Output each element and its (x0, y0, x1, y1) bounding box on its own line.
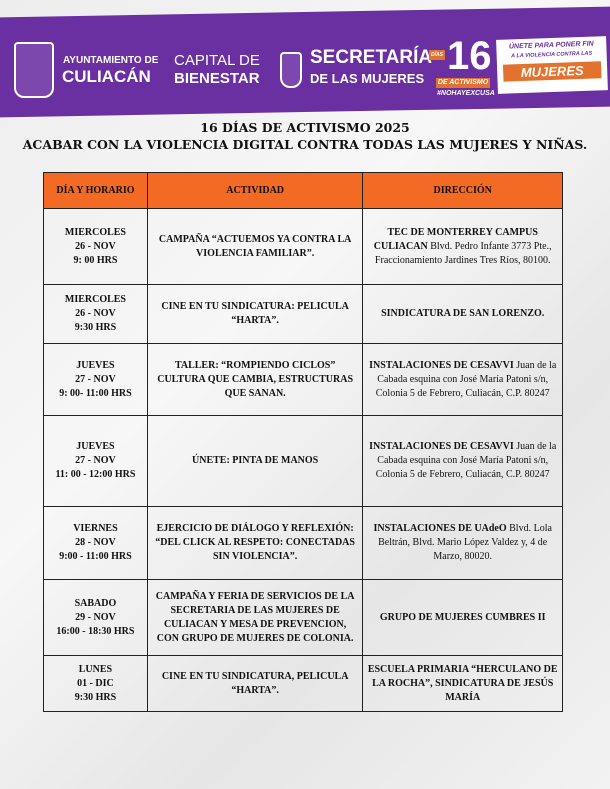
day: VIERNES (73, 523, 118, 534)
org2-line2: DE LAS MUJERES (310, 71, 425, 86)
day-time-cell: MIERCOLES 26 - NOV 9: 00 HRS (43, 208, 148, 285)
date: 29 - NOV (75, 611, 116, 623)
activity-cell: CAMPAÑA Y FERIA DE SERVICIOS DE LA SECRE… (146, 579, 364, 656)
date: 26 - NOV (75, 308, 116, 319)
header-day: DÍA Y HORARIO (43, 172, 148, 209)
badge-activismo: DE ACTIVISMO (436, 78, 490, 88)
day: MIERCOLES (64, 294, 126, 305)
time: 11: 00 - 12:00 HRS (55, 469, 136, 480)
address-bold: SINDICATURA DE SAN LORENZO. (381, 308, 545, 319)
table-row: MIERCOLES 26 - NOV 9:30 HRS CINE EN TU SIN… (43, 284, 563, 344)
day-time-cell: JUEVES 27 - NOV 11: 00 - 12:00 HRS (43, 415, 148, 507)
activity-cell: CAMPAÑA “ACTUEMOS YA CONTRA LA VIOLENCIA… (146, 208, 364, 285)
address-detail: Blvd. Pedro Infante 3773 Pte., Fracciona… (374, 240, 552, 266)
activity-cell: ÚNETE: PINTA DE MANOS (146, 415, 364, 507)
org1-line2: CULIACÁN (62, 67, 151, 86)
address-cell: INSTALACIONES DE CESAVVI Juan de la Caba… (362, 343, 563, 416)
date: 01 - DIC (77, 677, 114, 689)
slogan-line2: BIENESTAR (174, 70, 260, 87)
address-cell: INSTALACIONES DE CESAVVI Juan de la Caba… (362, 415, 563, 507)
time: 9:30 HRS (74, 322, 117, 333)
table-row: SABADO 29 - NOV 16:00 - 18:30 HRS CAMPAÑA … (43, 579, 563, 656)
address-cell: GRUPO DE MUJERES CUMBRES II (362, 579, 563, 656)
date: 28 - NOV (75, 537, 116, 548)
address-cell: ESCUELA PRIMARIA “HERCULANO DE LA ROCHA”… (362, 655, 563, 712)
address-bold: TEC DE MONTERREY CAMPUS CULIACAN (373, 226, 538, 252)
time: 9: 00 HRS (73, 254, 118, 266)
day-time-cell: MIERCOLES 26 - NOV 9:30 HRS (43, 284, 148, 344)
activity-cell: CINE EN TU SINDICATURA, PELICULA “HARTA”… (146, 655, 364, 712)
table-row: MIERCOLES 26 - NOV 9: 00 HRS CAMPAÑA “ACTU… (43, 208, 563, 285)
address-bold: GRUPO DE MUJERES CUMBRES II (379, 611, 546, 623)
time: 16:00 - 18:30 HRS (56, 625, 135, 637)
slogan-line1: CAPITAL DE (174, 52, 260, 69)
campaign-line3: MUJERES (502, 61, 602, 82)
badge-dias: DÍAS (429, 50, 445, 60)
day: JUEVES (76, 359, 115, 371)
header-activity: ACTIVIDAD (146, 172, 364, 209)
address-bold: INSTALACIONES DE CESAVVI (369, 359, 514, 371)
address-detail: Juan de la Cabada esquina con José María… (375, 441, 557, 480)
time: 9:00 - 11:00 HRS (59, 551, 132, 562)
date: 27 - NOV (75, 455, 116, 466)
table-row: JUEVES 27 - NOV 11: 00 - 12:00 HRS ÚNETE: … (43, 415, 563, 507)
address-cell: INSTALACIONES DE UAdeO Blvd. Lola Beltrá… (362, 506, 563, 580)
page-subtitle: ACABAR CON LA VIOLENCIA DIGITAL CONTRA T… (22, 137, 588, 152)
page-title: 16 DÍAS DE ACTIVISMO 2025 (200, 120, 410, 135)
day: MIERCOLES (64, 226, 126, 238)
date: 27 - NOV (75, 373, 116, 385)
address-cell: SINDICATURA DE SAN LORENZO. (362, 284, 563, 344)
address-cell: TEC DE MONTERREY CAMPUS CULIACAN Blvd. P… (362, 208, 563, 285)
day: LUNES (78, 663, 113, 675)
address-bold: ESCUELA PRIMARIA “HERCULANO DE LA ROCHA”… (367, 663, 558, 703)
time: 9:30 HRS (74, 691, 117, 703)
day: JUEVES (76, 441, 115, 452)
day-time-cell: VIERNES 28 - NOV 9:00 - 11:00 HRS (43, 506, 148, 580)
address-bold: INSTALACIONES DE UAdeO (373, 523, 507, 534)
badge-number: 16 (447, 34, 492, 78)
badge-hashtag: #NOHAYEXCUSA (437, 90, 495, 97)
day-time-cell: SABADO 29 - NOV 16:00 - 18:30 HRS (43, 579, 148, 656)
table-row: LUNES 01 - DIC 9:30 HRS CINE EN TU SINDICA… (43, 655, 563, 712)
day: SABADO (74, 597, 117, 609)
time: 9: 00- 11:00 HRS (59, 387, 132, 399)
address-detail: Blvd. Lola Beltrán, Blvd. Mario López Va… (378, 523, 552, 562)
org1-line1: AYUNTAMIENTO DE (63, 55, 159, 66)
day-time-cell: LUNES 01 - DIC 9:30 HRS (43, 655, 148, 712)
secretaria-emblem-icon (280, 52, 302, 88)
org2-line1: SECRETARÍA (310, 47, 433, 68)
campaign-sticker: ÚNETE PARA PONER FIN A LA VIOLENCIA CONT… (496, 36, 608, 94)
day-time-cell: JUEVES 27 - NOV 9: 00- 11:00 HRS (43, 343, 148, 416)
date: 26 - NOV (75, 240, 116, 252)
activity-cell: TALLER: “ROMPIENDO CICLOS” CULTURA QUE C… (146, 343, 364, 416)
table-row: JUEVES 27 - NOV 9: 00- 11:00 HRS TALLER: “… (43, 343, 563, 416)
activity-cell: CINE EN TU SINDICATURA: PELICULA “HARTA”… (146, 284, 364, 344)
page-titles: 16 DÍAS DE ACTIVISMO 2025 ACABAR CON LA … (0, 119, 610, 153)
address-detail: Juan de la Cabada esquina con José María… (375, 359, 557, 399)
table-header-row: DÍA Y HORARIO ACTIVIDAD DIRECCIÓN (43, 172, 563, 209)
culiacan-coat-of-arms-icon (14, 42, 54, 98)
schedule-table: DÍA Y HORARIO ACTIVIDAD DIRECCIÓN MIERCO… (43, 172, 563, 712)
activity-cell: EJERCICIO DE DIÁLOGO Y REFLEXIÓN: “DEL C… (146, 506, 364, 580)
address-bold: INSTALACIONES DE CESAVVI (369, 441, 514, 452)
header-address: DIRECCIÓN (362, 172, 563, 209)
table-row: VIERNES 28 - NOV 9:00 - 11:00 HRS EJERCICI… (43, 506, 563, 580)
